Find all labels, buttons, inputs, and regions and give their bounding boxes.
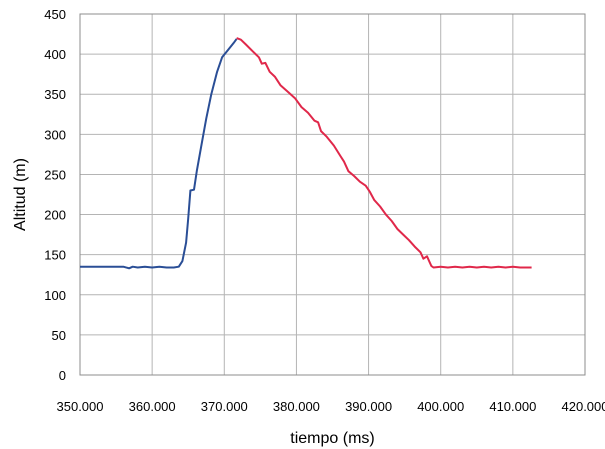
y-axis-title: Altitud (m) xyxy=(12,158,29,231)
y-tick-label: 50 xyxy=(52,328,66,343)
y-tick-label: 450 xyxy=(44,7,66,22)
x-tick-label: 400.000 xyxy=(417,399,464,414)
grid-lines xyxy=(79,13,586,376)
y-tick-label: 200 xyxy=(44,208,66,223)
x-tick-label: 380.000 xyxy=(273,399,320,414)
y-tick-label: 100 xyxy=(44,288,66,303)
x-tick-label: 370.000 xyxy=(201,399,248,414)
x-tick-label: 420.000 xyxy=(562,399,605,414)
x-tick-label: 360.000 xyxy=(129,399,176,414)
y-tick-label: 400 xyxy=(44,47,66,62)
x-tick-label: 410.000 xyxy=(489,399,536,414)
descent-series-line xyxy=(236,37,532,269)
y-tick-label: 300 xyxy=(44,127,66,142)
y-tick-label: 350 xyxy=(44,87,66,102)
series-lines xyxy=(80,37,532,270)
y-tick-label: 150 xyxy=(44,248,66,263)
x-axis-tick-labels: 350.000 360.000 370.000 380.000 390.000 400.0… xyxy=(57,399,605,414)
x-tick-label: 350.000 xyxy=(57,399,104,414)
y-tick-label: 0 xyxy=(59,368,66,383)
y-tick-label: 250 xyxy=(44,167,66,182)
plot-area xyxy=(79,13,586,376)
x-axis-title: tiempo (ms) xyxy=(290,430,374,447)
x-tick-label: 390.000 xyxy=(345,399,392,414)
ascent-series-line xyxy=(80,38,238,270)
y-axis-tick-labels: 0 50 100 150 200 250 300 350 400 450 xyxy=(44,7,66,383)
